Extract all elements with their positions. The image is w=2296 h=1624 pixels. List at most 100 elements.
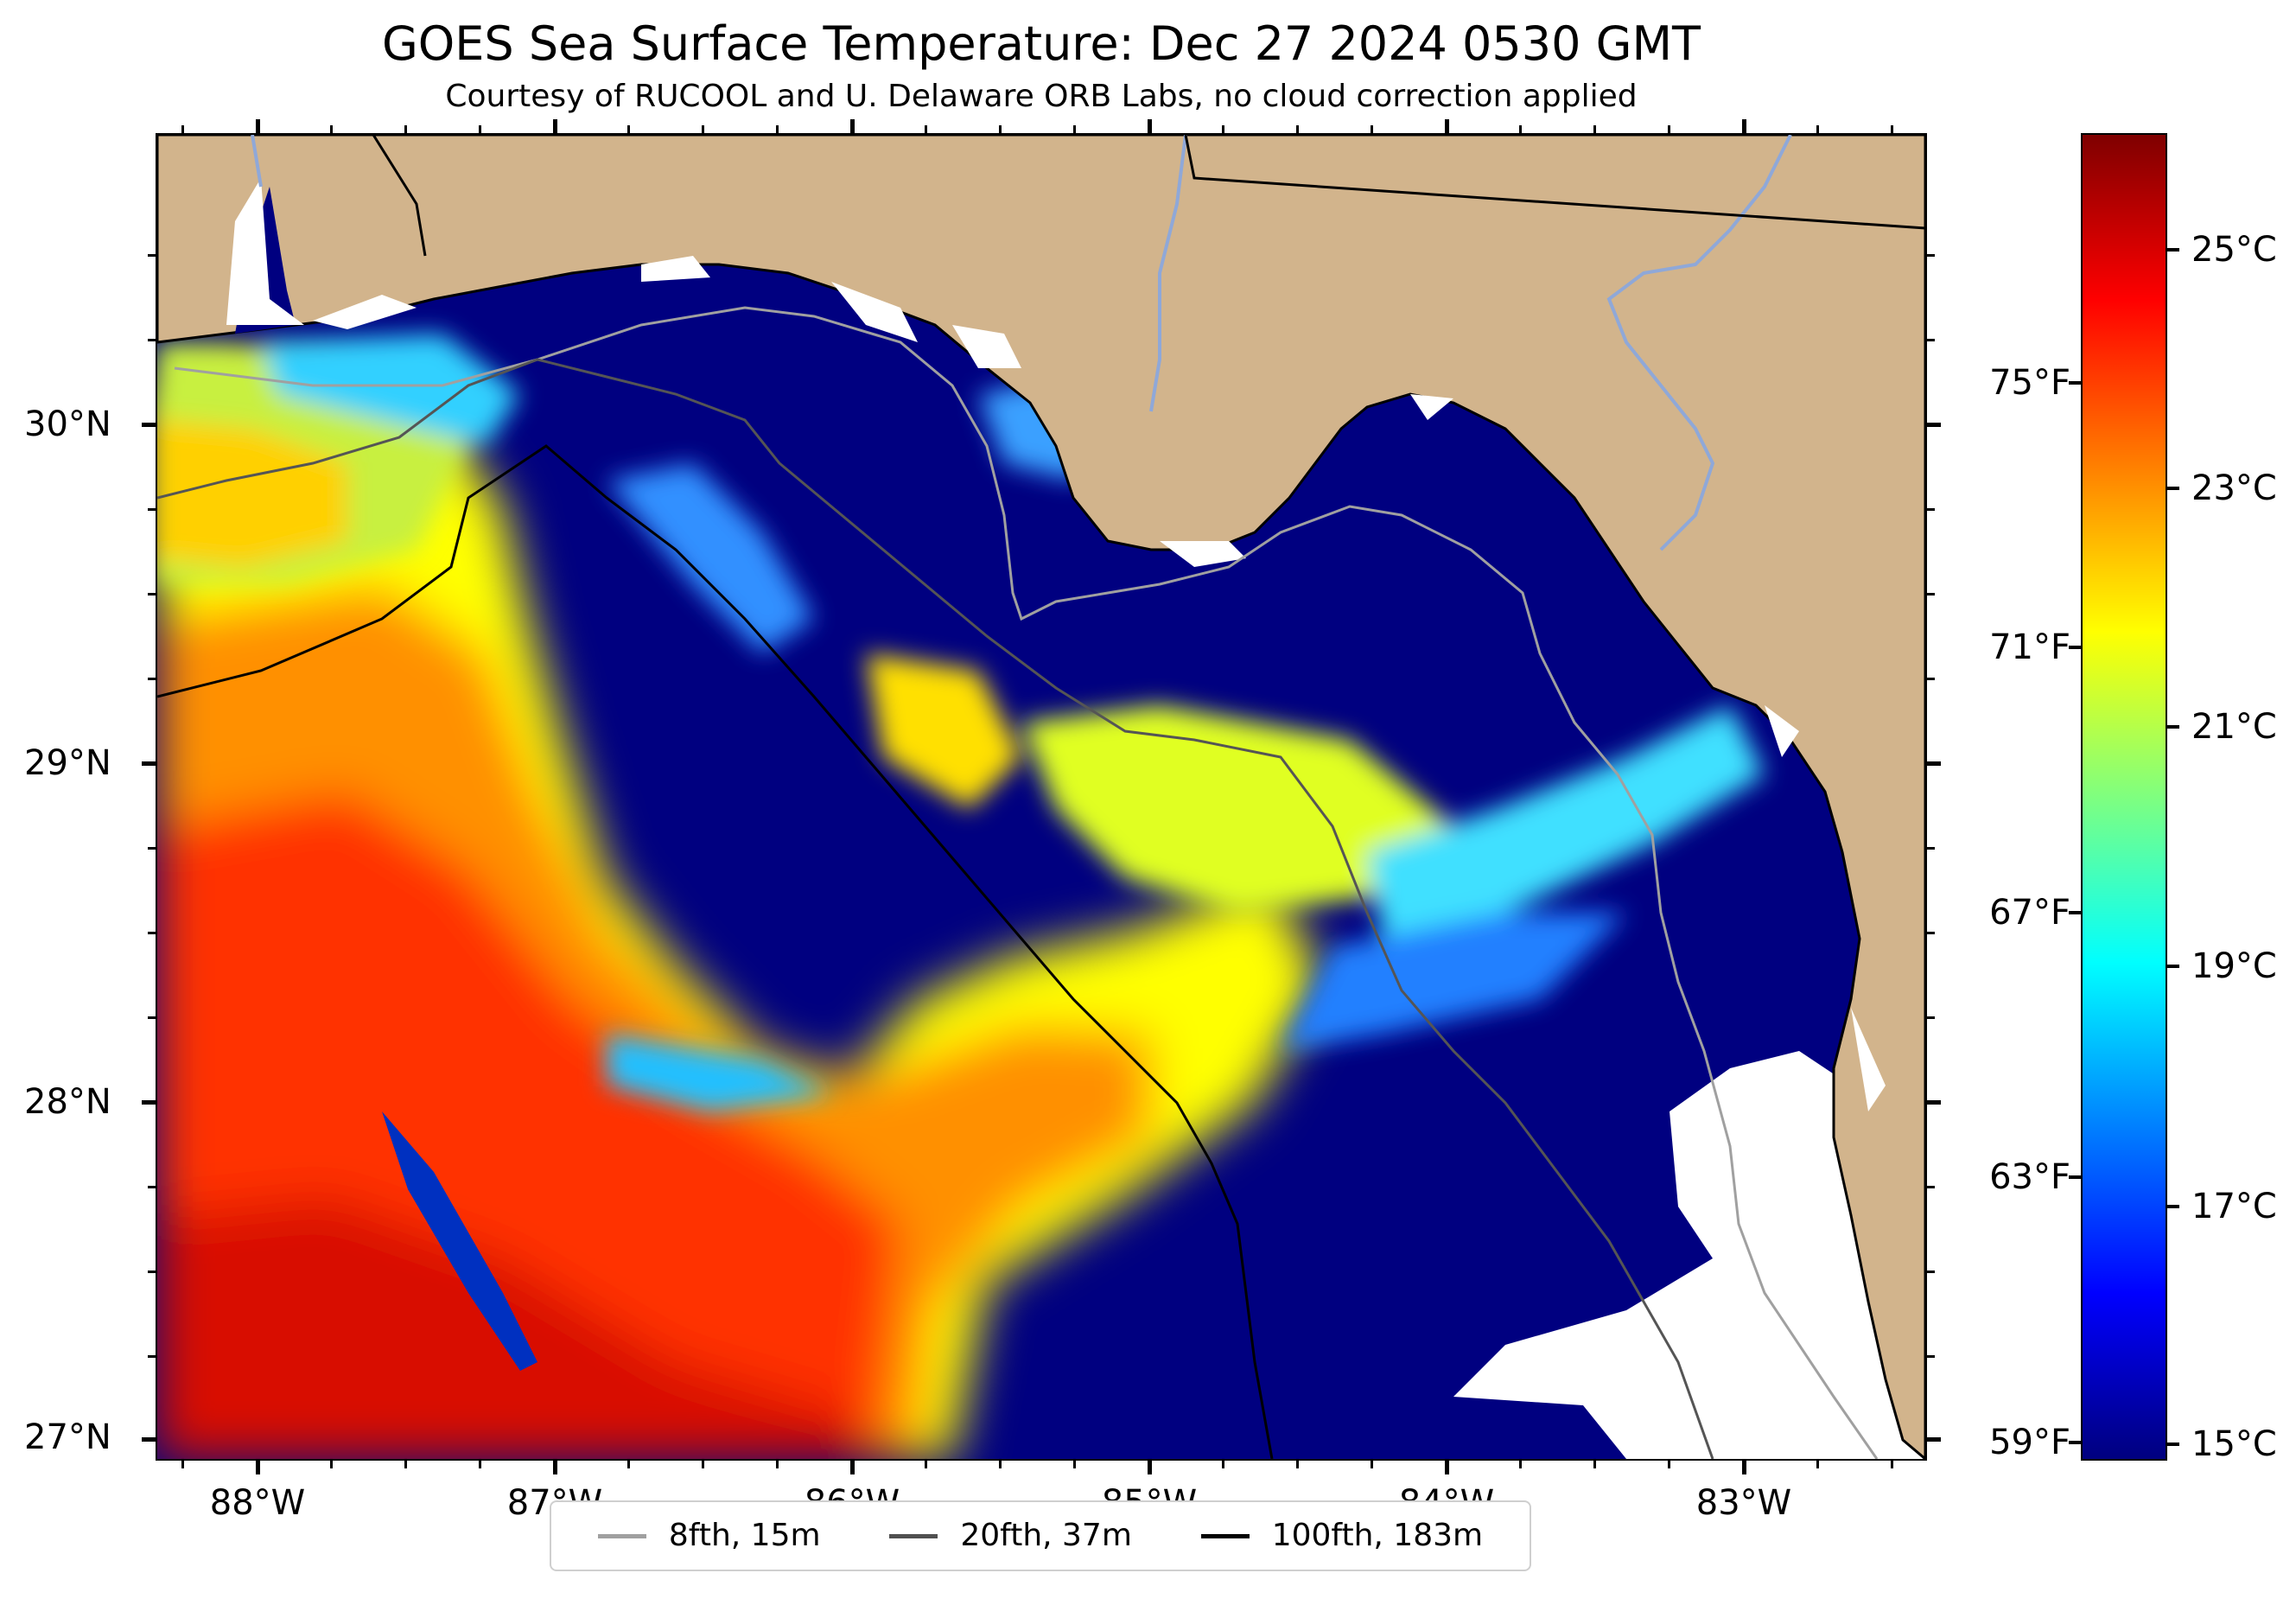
minor-tick xyxy=(1073,125,1076,133)
minor-tick xyxy=(1668,125,1670,133)
minor-tick xyxy=(404,1461,407,1468)
minor-tick xyxy=(148,1355,156,1358)
lat-tick xyxy=(142,1100,156,1105)
minor-tick xyxy=(702,125,704,133)
minor-tick xyxy=(148,339,156,341)
colorbar-tick xyxy=(2069,911,2081,914)
minor-tick xyxy=(1927,847,1935,850)
colorbar-label-71f: 71°F xyxy=(1989,627,2070,667)
minor-tick xyxy=(1891,125,1893,133)
lon-tick xyxy=(1742,1461,1746,1474)
minor-tick xyxy=(148,1016,156,1019)
minor-tick xyxy=(479,125,481,133)
minor-tick xyxy=(776,125,779,133)
minor-tick xyxy=(1927,1186,1935,1188)
minor-tick xyxy=(925,1461,927,1468)
minor-tick xyxy=(1927,339,1935,341)
minor-tick xyxy=(1927,254,1935,257)
minor-tick xyxy=(1927,593,1935,595)
colorbar-tick xyxy=(2069,1175,2081,1179)
minor-tick xyxy=(1668,1461,1670,1468)
minor-tick xyxy=(148,678,156,680)
minor-tick xyxy=(181,1461,184,1468)
colorbar-tick xyxy=(2069,381,2081,385)
colorbar-label-19c: 19°C xyxy=(2191,946,2277,986)
minor-tick xyxy=(1927,1355,1935,1358)
minor-tick xyxy=(1371,125,1373,133)
colorbar-label-63f: 63°F xyxy=(1989,1157,2070,1197)
minor-tick xyxy=(181,125,184,133)
colorbar-tick xyxy=(2069,1441,2081,1444)
minor-tick xyxy=(1927,678,1935,680)
minor-tick xyxy=(925,125,927,133)
legend-item-8fth: 8fth, 15m xyxy=(597,1518,821,1553)
minor-tick xyxy=(1222,125,1224,133)
isobath-legend: 8fth, 15m 20fth, 37m 100fth, 183m xyxy=(550,1500,1531,1571)
lon-tick xyxy=(1445,119,1449,133)
colorbar-tick xyxy=(2167,725,2179,729)
cold-streak xyxy=(382,1111,537,1371)
minor-tick xyxy=(627,1461,630,1468)
latitude-label-29n: 29°N xyxy=(24,743,111,783)
temperature-colorbar xyxy=(2081,133,2167,1461)
colorbar-tick xyxy=(2167,248,2179,252)
lat-tick xyxy=(1927,1437,1941,1442)
lon-tick xyxy=(850,1461,855,1474)
colorbar-label-17c: 17°C xyxy=(2191,1187,2277,1226)
minor-tick xyxy=(1371,1461,1373,1468)
lon-tick xyxy=(1742,119,1746,133)
colorbar-label-67f: 67°F xyxy=(1989,893,2070,933)
lon-tick xyxy=(1148,119,1152,133)
minor-tick xyxy=(1927,1016,1935,1019)
chart-title: GOES Sea Surface Temperature: Dec 27 202… xyxy=(381,16,1701,71)
lat-tick xyxy=(1927,1100,1941,1105)
isobath-100fth xyxy=(157,444,1274,1459)
minor-tick xyxy=(1593,125,1596,133)
colorbar-tick xyxy=(2167,1442,2179,1446)
isobath-8fth xyxy=(174,306,1879,1459)
minor-tick xyxy=(148,1271,156,1273)
sst-map-canvas xyxy=(157,135,1925,1459)
lat-tick xyxy=(142,423,156,427)
longitude-label-88w: 88°W xyxy=(209,1483,306,1523)
legend-label-8fth: 8fth, 15m xyxy=(668,1518,821,1553)
colorbar-tick xyxy=(2069,646,2081,649)
minor-tick xyxy=(148,593,156,595)
colorbar-label-75f: 75°F xyxy=(1989,363,2070,403)
lon-tick xyxy=(553,119,557,133)
minor-tick xyxy=(1891,1461,1893,1468)
state-border-west xyxy=(372,135,427,257)
colorbar-label-15c: 15°C xyxy=(2191,1424,2277,1464)
lon-tick xyxy=(553,1461,557,1474)
minor-tick xyxy=(999,125,1002,133)
state-border xyxy=(1184,135,1925,230)
minor-tick xyxy=(776,1461,779,1468)
minor-tick xyxy=(148,254,156,257)
sst-map[interactable] xyxy=(156,133,1927,1461)
minor-tick xyxy=(1222,1461,1224,1468)
colorbar-label-59f: 59°F xyxy=(1989,1423,2070,1462)
rivers xyxy=(251,135,1792,551)
minor-tick xyxy=(999,1461,1002,1468)
lon-tick xyxy=(256,119,260,133)
colorbar-label-23c: 23°C xyxy=(2191,468,2277,508)
minor-tick xyxy=(627,125,630,133)
northwest-shelf-waters xyxy=(157,334,520,584)
latitude-label-30n: 30°N xyxy=(24,404,111,444)
legend-swatch-8fth xyxy=(597,1533,646,1538)
legend-item-100fth: 100fth, 183m xyxy=(1200,1519,1483,1553)
minor-tick xyxy=(1816,1461,1819,1468)
colorbar-tick xyxy=(2167,965,2179,968)
colorbar-tick xyxy=(2167,1205,2179,1208)
minor-tick xyxy=(330,1461,333,1468)
minor-tick xyxy=(148,1186,156,1188)
colorbar-label-21c: 21°C xyxy=(2191,707,2277,747)
colorbar-tick xyxy=(2167,487,2179,490)
minor-tick xyxy=(148,847,156,850)
minor-tick xyxy=(702,1461,704,1468)
chart-subtitle: Courtesy of RUCOOL and U. Delaware ORB L… xyxy=(445,79,1638,114)
latitude-label-27n: 27°N xyxy=(24,1417,111,1457)
minor-tick xyxy=(1519,1461,1522,1468)
minor-tick xyxy=(479,1461,481,1468)
lat-tick xyxy=(142,1437,156,1442)
